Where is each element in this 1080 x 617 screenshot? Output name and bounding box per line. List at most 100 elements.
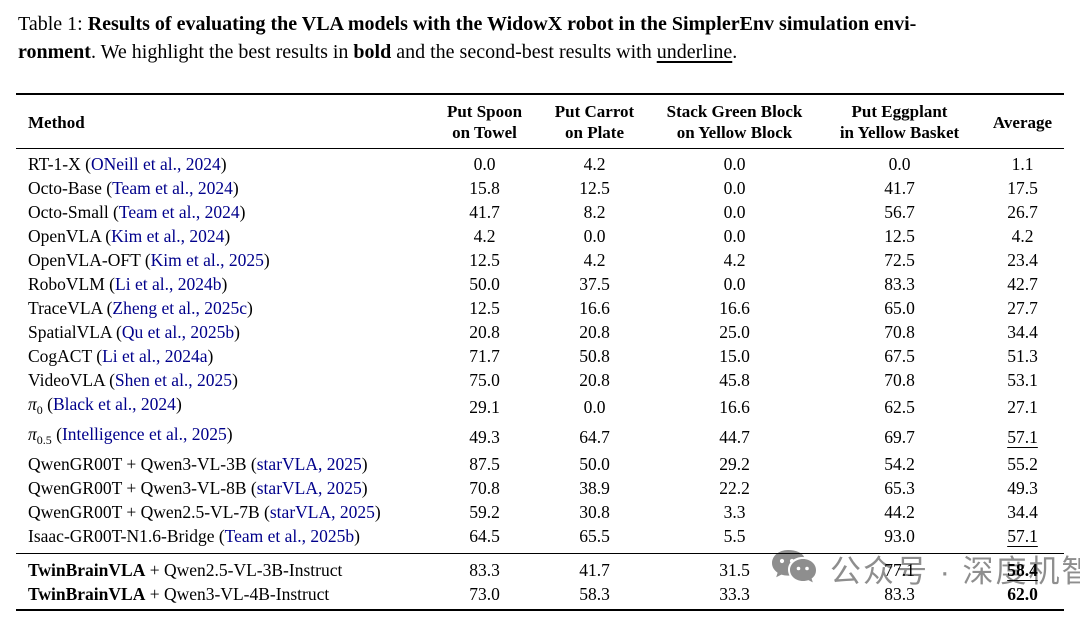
value-cell: 54.2 <box>818 452 981 476</box>
text-segment: π <box>28 394 37 414</box>
value-text: 12.5 <box>884 226 915 246</box>
citation-link[interactable]: Zheng et al., 2025c <box>112 298 248 318</box>
citation-link[interactable]: Shen et al., 2025 <box>114 370 233 390</box>
value-cell: 34.4 <box>981 320 1064 344</box>
column-header-5: Average <box>981 94 1064 149</box>
value-cell: 31.5 <box>651 554 818 583</box>
value-cell: 65.0 <box>818 296 981 320</box>
citation-link[interactable]: Qu et al., 2025b <box>121 322 235 342</box>
value-cell: 42.7 <box>981 272 1064 296</box>
value-cell: 41.7 <box>431 200 538 224</box>
value-text: 64.7 <box>579 427 610 447</box>
table-row: TwinBrainVLA + Qwen3-VL-4B-Instruct 73.0 5… <box>16 582 1064 610</box>
method-cell: QwenGR00T + Qwen2.5-VL-7B (starVLA, 2025… <box>16 500 431 524</box>
value-text: 72.5 <box>884 250 915 270</box>
value-cell: 58.4 <box>981 554 1064 583</box>
value-text: 25.0 <box>719 322 750 342</box>
value-text: 22.2 <box>719 478 750 498</box>
citation-link[interactable]: Black et al., 2024 <box>52 394 176 414</box>
citation-link[interactable]: Li et al., 2024b <box>115 274 222 294</box>
method-cell: SpatialVLA (Qu et al., 2025b) <box>16 320 431 344</box>
citation-link[interactable]: starVLA, 2025 <box>256 454 362 474</box>
table-row: QwenGR00T + Qwen3-VL-8B (starVLA, 2025) 7… <box>16 476 1064 500</box>
text-segment: Table 1: <box>18 13 88 35</box>
text-segment: 0 <box>36 403 43 417</box>
value-cell: 0.0 <box>818 149 981 177</box>
value-cell: 4.2 <box>981 224 1064 248</box>
value-cell: 0.0 <box>651 176 818 200</box>
value-text: 57.1 <box>1007 526 1038 546</box>
citation-link[interactable]: Team et al., 2024 <box>112 178 233 198</box>
text-segment: ) <box>232 178 239 198</box>
citation-link[interactable]: ONeill et al., 2024 <box>90 154 221 174</box>
value-text: 0.0 <box>583 397 606 417</box>
citation-link[interactable]: Kim et al., 2025 <box>150 250 264 270</box>
method-cell: OpenVLA (Kim et al., 2024) <box>16 224 431 248</box>
value-text: 50.8 <box>579 346 610 366</box>
citation-link[interactable]: Team et al., 2024 <box>118 202 240 222</box>
value-text: 77.1 <box>884 560 915 580</box>
results-table: Method Put Spoon on Towel Put Carrot on Pl… <box>16 93 1064 611</box>
text-segment: ) <box>226 424 233 444</box>
value-cell: 83.3 <box>818 272 981 296</box>
value-text: 0.0 <box>723 226 746 246</box>
citation-link[interactable]: Team et al., 2025b <box>224 526 355 546</box>
value-text: 37.5 <box>579 274 610 294</box>
results-table-wrap: Method Put Spoon on Towel Put Carrot on Pl… <box>16 93 1064 611</box>
value-cell: 0.0 <box>538 224 651 248</box>
value-text: 29.1 <box>469 397 500 417</box>
value-cell: 50.0 <box>538 452 651 476</box>
method-cell: TwinBrainVLA + Qwen3-VL-4B-Instruct <box>16 582 431 610</box>
citation-link[interactable]: Intelligence et al., 2025 <box>61 424 227 444</box>
value-text: 0.0 <box>723 202 746 222</box>
value-text: 41.7 <box>884 178 915 198</box>
value-text: 17.5 <box>1007 178 1038 198</box>
wechat-icon <box>772 549 816 582</box>
value-cell: 15.0 <box>651 344 818 368</box>
value-cell: 70.8 <box>818 320 981 344</box>
value-text: 58.4 <box>1007 560 1038 580</box>
value-cell: 65.5 <box>538 524 651 554</box>
citation-link[interactable]: starVLA, 2025 <box>269 502 375 522</box>
value-cell: 41.7 <box>538 554 651 583</box>
value-cell: 22.2 <box>651 476 818 500</box>
text-segment: OpenVLA-OFT ( <box>28 250 151 270</box>
value-cell: 72.5 <box>818 248 981 272</box>
citation-link[interactable]: Li et al., 2024a <box>102 346 208 366</box>
method-cell: Octo-Base (Team et al., 2024) <box>16 176 431 200</box>
text-segment: ) <box>354 526 360 546</box>
table-row: QwenGR00T + Qwen2.5-VL-7B (starVLA, 2025… <box>16 500 1064 524</box>
value-text: 56.7 <box>884 202 915 222</box>
value-text: 50.0 <box>579 454 610 474</box>
value-text: 73.0 <box>469 584 500 604</box>
value-cell: 65.3 <box>818 476 981 500</box>
value-text: 69.7 <box>884 427 915 447</box>
value-cell: 12.5 <box>818 224 981 248</box>
value-cell: 83.3 <box>431 554 538 583</box>
value-cell: 62.5 <box>818 392 981 422</box>
table-row: OpenVLA (Kim et al., 2024) 4.2 0.0 0.0 12.5 4… <box>16 224 1064 248</box>
value-cell: 33.3 <box>651 582 818 610</box>
column-header-1: Put Spoon on Towel <box>431 94 538 149</box>
value-cell: 57.1 <box>981 524 1064 554</box>
citation-link[interactable]: starVLA, 2025 <box>256 478 362 498</box>
value-cell: 1.1 <box>981 149 1064 177</box>
text-segment: Isaac-GR00T-N1.6-Bridge ( <box>28 526 225 546</box>
value-cell: 0.0 <box>538 392 651 422</box>
citation-link[interactable]: Kim et al., 2024 <box>111 226 225 246</box>
text-segment: QwenGR00T + Qwen3-VL-3B ( <box>28 454 257 474</box>
value-text: 87.5 <box>469 454 500 474</box>
text-segment: ) <box>221 274 228 294</box>
text-segment: OpenVLA ( <box>28 226 112 246</box>
method-cell: RT-1-X (ONeill et al., 2024) <box>16 149 431 177</box>
value-text: 1.1 <box>1011 154 1034 174</box>
value-text: 49.3 <box>1007 478 1038 498</box>
value-text: 12.5 <box>469 250 500 270</box>
value-cell: 87.5 <box>431 452 538 476</box>
value-cell: 16.6 <box>651 392 818 422</box>
value-cell: 16.6 <box>651 296 818 320</box>
table-row: RT-1-X (ONeill et al., 2024) 0.0 4.2 0.0 0.0… <box>16 149 1064 177</box>
text-segment: 0.5 <box>36 433 52 447</box>
value-text: 4.2 <box>473 226 496 246</box>
